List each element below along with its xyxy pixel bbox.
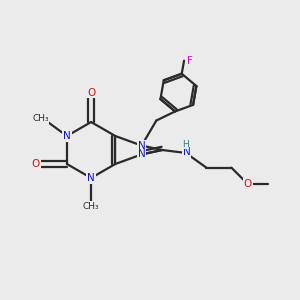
Text: F: F <box>187 56 193 66</box>
Text: N: N <box>63 131 71 141</box>
Text: O: O <box>87 88 95 98</box>
Text: N: N <box>138 141 146 151</box>
Text: O: O <box>32 159 40 169</box>
Text: H: H <box>182 140 189 148</box>
Text: N: N <box>138 149 146 159</box>
Text: O: O <box>244 179 252 189</box>
Text: N: N <box>182 147 190 158</box>
Text: CH₃: CH₃ <box>32 114 49 123</box>
Text: N: N <box>87 173 95 183</box>
Text: CH₃: CH₃ <box>83 202 99 211</box>
